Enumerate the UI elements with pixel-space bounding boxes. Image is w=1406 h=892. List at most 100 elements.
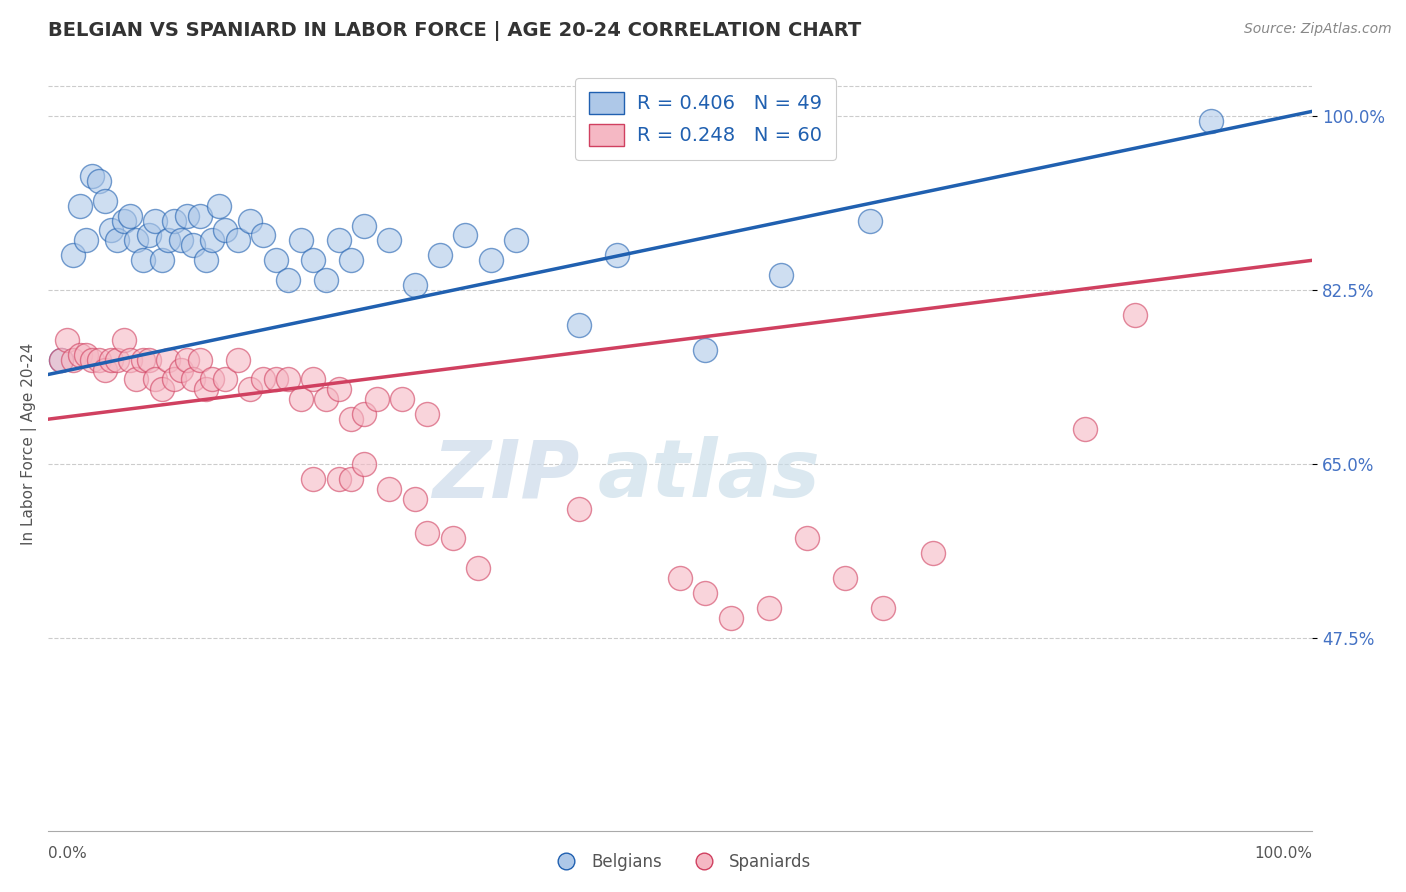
Point <box>75 348 97 362</box>
Point <box>416 526 439 541</box>
Point <box>112 213 135 227</box>
Point <box>195 253 218 268</box>
Point <box>138 228 160 243</box>
Point <box>302 253 325 268</box>
Point <box>859 213 882 227</box>
Point <box>132 253 155 268</box>
Point <box>49 352 72 367</box>
Text: 100.0%: 100.0% <box>1254 847 1312 862</box>
Point <box>353 457 375 471</box>
Point <box>69 199 91 213</box>
Point <box>49 352 72 367</box>
Point <box>404 278 426 293</box>
Point <box>157 352 180 367</box>
Point <box>378 234 401 248</box>
Point <box>404 491 426 506</box>
Point <box>568 501 591 516</box>
Point <box>441 532 464 546</box>
Point <box>467 561 489 575</box>
Point <box>120 352 142 367</box>
Point <box>132 352 155 367</box>
Point <box>315 392 337 407</box>
Point <box>69 348 91 362</box>
Point <box>82 169 104 183</box>
Point <box>252 228 274 243</box>
Point <box>188 352 211 367</box>
Point <box>328 383 350 397</box>
Point <box>391 392 413 407</box>
Point <box>834 571 856 585</box>
Point <box>353 407 375 421</box>
Point <box>214 372 236 386</box>
Point <box>252 372 274 386</box>
Text: 0.0%: 0.0% <box>48 847 87 862</box>
Point <box>720 611 742 625</box>
Point <box>94 194 117 208</box>
Point <box>125 372 148 386</box>
Point <box>770 268 793 283</box>
Point <box>94 362 117 376</box>
Point <box>1125 308 1147 322</box>
Point <box>183 238 205 252</box>
Point <box>922 546 945 560</box>
Point <box>695 586 717 600</box>
Point <box>163 213 186 227</box>
Point <box>758 601 780 615</box>
Point <box>290 234 312 248</box>
Point <box>208 199 231 213</box>
Point <box>479 253 502 268</box>
Point <box>277 372 299 386</box>
Point <box>145 372 167 386</box>
Point <box>796 532 818 546</box>
Point <box>568 318 591 332</box>
Point <box>100 352 122 367</box>
Point <box>277 273 299 287</box>
Legend: Belgians, Spaniards: Belgians, Spaniards <box>543 846 817 878</box>
Point <box>62 352 84 367</box>
Point <box>87 352 110 367</box>
Text: BELGIAN VS SPANIARD IN LABOR FORCE | AGE 20-24 CORRELATION CHART: BELGIAN VS SPANIARD IN LABOR FORCE | AGE… <box>48 21 862 41</box>
Point <box>150 383 173 397</box>
Point <box>157 234 180 248</box>
Text: atlas: atlas <box>598 436 821 514</box>
Point <box>302 472 325 486</box>
Point <box>100 223 122 237</box>
Point <box>429 248 451 262</box>
Point <box>201 234 224 248</box>
Point <box>695 343 717 357</box>
Point <box>163 372 186 386</box>
Point <box>239 213 262 227</box>
Point <box>145 213 167 227</box>
Point <box>264 253 287 268</box>
Point <box>82 352 104 367</box>
Point <box>56 333 79 347</box>
Point <box>120 209 142 223</box>
Point <box>872 601 894 615</box>
Point <box>505 234 527 248</box>
Point <box>188 209 211 223</box>
Point <box>340 472 363 486</box>
Point <box>226 352 249 367</box>
Point <box>606 248 628 262</box>
Point <box>239 383 262 397</box>
Point <box>1201 114 1223 128</box>
Point <box>416 407 439 421</box>
Point <box>87 174 110 188</box>
Point <box>669 571 692 585</box>
Point <box>302 372 325 386</box>
Point <box>195 383 218 397</box>
Point <box>340 253 363 268</box>
Point <box>125 234 148 248</box>
Point <box>150 253 173 268</box>
Point <box>328 234 350 248</box>
Point <box>107 234 129 248</box>
Point <box>112 333 135 347</box>
Point <box>340 412 363 426</box>
Point <box>75 234 97 248</box>
Point <box>201 372 224 386</box>
Point <box>226 234 249 248</box>
Point <box>62 248 84 262</box>
Point <box>170 234 193 248</box>
Point <box>290 392 312 407</box>
Point <box>264 372 287 386</box>
